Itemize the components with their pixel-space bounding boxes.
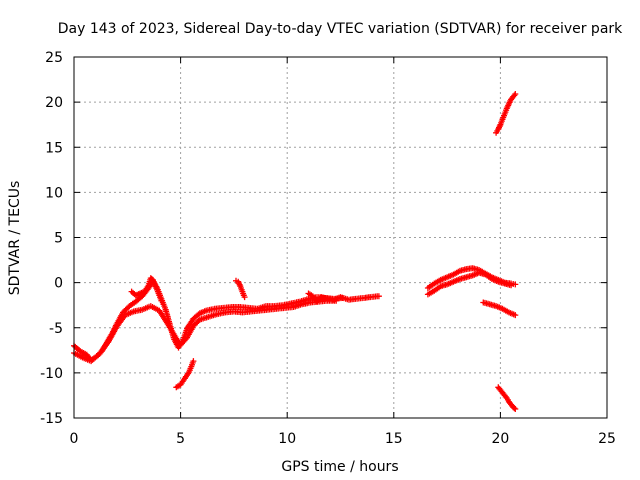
segment-19-21-mid-point — [512, 312, 519, 319]
x-tick-label: 20 — [491, 431, 509, 447]
y-tick-label: -15 — [40, 411, 63, 427]
lower-segment-5-point — [190, 358, 197, 365]
upper-bump-point — [158, 297, 165, 304]
lower-segment-20-point — [511, 405, 518, 412]
y-tick-label: -5 — [49, 321, 63, 337]
grid — [74, 57, 607, 418]
lower-segment-20-point — [512, 406, 519, 412]
x-tick-label: 0 — [70, 431, 79, 447]
plot-area-border — [73, 56, 608, 419]
y-tick-label: 5 — [54, 231, 63, 247]
segment-17-21-b-point — [508, 282, 515, 289]
data-points — [71, 91, 519, 412]
x-tick-label: 15 — [385, 431, 403, 447]
y-axis-label: SDTVAR / TECUs — [7, 181, 23, 296]
y-tick-label: 0 — [54, 276, 63, 292]
x-tick-label: 10 — [278, 431, 296, 447]
segment-11-14-point — [375, 293, 382, 300]
segment-17-21-a-point — [512, 281, 519, 288]
y-tick-label: -10 — [40, 366, 63, 382]
y-tick-label: 25 — [45, 50, 63, 66]
lower-segment-20-point — [502, 393, 509, 400]
x-tick-label: 25 — [598, 431, 616, 447]
x-tick-label: 5 — [176, 431, 185, 447]
y-tick-label: 15 — [45, 140, 63, 156]
y-tick-label: 20 — [45, 95, 63, 111]
axis-tick-labels: 0 5 10 15 20 25 25 20 15 10 5 0 -5 -10 -15 — [40, 50, 616, 447]
spur-7-8-point — [241, 294, 248, 301]
chart-title: Day 143 of 2023, Sidereal Day-to-day VTE… — [58, 21, 623, 37]
upper-segment-20-point — [512, 91, 519, 97]
x-axis-label: GPS time / hours — [281, 459, 398, 475]
y-tick-label: 10 — [45, 185, 63, 201]
